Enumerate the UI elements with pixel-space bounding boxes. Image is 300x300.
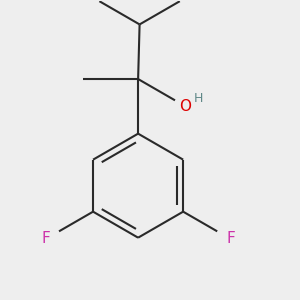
Text: F: F	[226, 232, 235, 247]
Text: O: O	[179, 99, 191, 114]
Text: F: F	[41, 232, 50, 247]
Text: H: H	[194, 92, 203, 104]
